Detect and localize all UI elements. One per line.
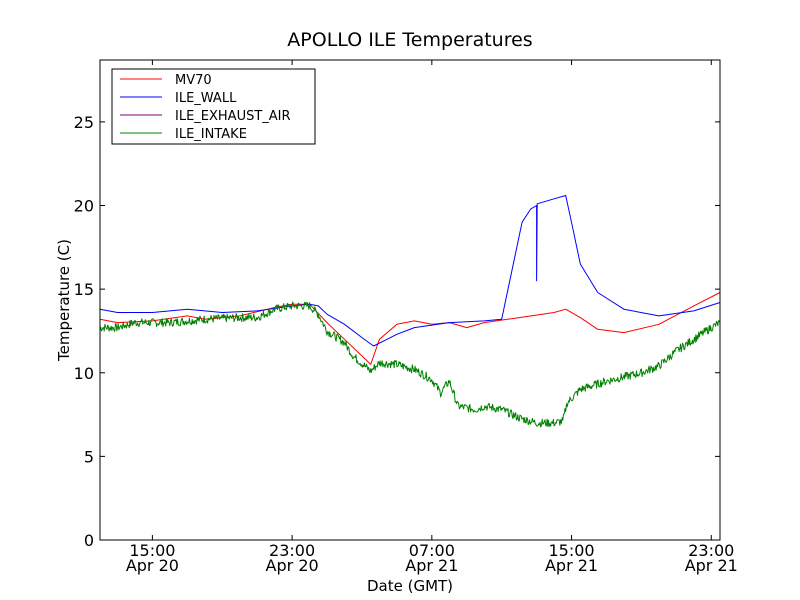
series-layer: [99, 195, 721, 428]
y-tick-label: 10: [74, 364, 94, 383]
x-tick-label-date: Apr 21: [685, 556, 738, 575]
x-tick-label-time: 07:00: [409, 541, 455, 560]
y-tick-label: 5: [84, 447, 94, 466]
series-line-ile-intake: [99, 301, 721, 428]
x-tick-label-date: Apr 20: [266, 556, 319, 575]
x-tick-label-time: 15:00: [548, 541, 594, 560]
y-tick-label: 25: [74, 113, 94, 132]
x-tick-label-time: 23:00: [269, 541, 315, 560]
x-tick-label-time: 23:00: [688, 541, 734, 560]
legend-label: ILE_WALL: [175, 91, 237, 106]
y-tick-label: 20: [74, 197, 94, 216]
x-tick-label-date: Apr 20: [126, 556, 179, 575]
legend-label: ILE_EXHAUST_AIR: [175, 109, 291, 124]
y-axis-label: Temperature (C): [55, 239, 73, 362]
x-tick-label-date: Apr 21: [545, 556, 598, 575]
x-axis-label: Date (GMT): [367, 577, 453, 595]
y-tick-label: 15: [74, 280, 94, 299]
plot-area-frame: [99, 59, 721, 541]
x-tick-label-time: 15:00: [129, 541, 175, 560]
chart-title: APOLLO ILE Temperatures: [287, 29, 532, 51]
legend-box: [111, 68, 316, 145]
x-tick-label-date: Apr 21: [405, 556, 458, 575]
legend-label: ILE_INTAKE: [175, 127, 247, 142]
y-tick-label: 0: [84, 531, 94, 550]
legend: MV70 ILE_WALL ILE_EXHAUST_AIR ILE_INTAKE: [111, 68, 316, 145]
legend-label: MV70: [175, 73, 212, 88]
